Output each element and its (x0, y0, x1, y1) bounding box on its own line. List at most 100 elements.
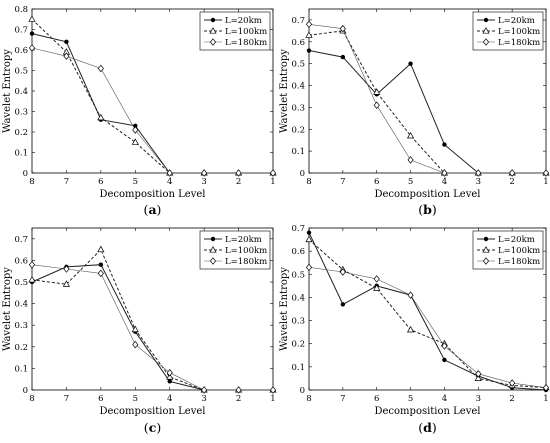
data-point (340, 302, 346, 307)
legend-label: L=180km (498, 38, 540, 48)
data-point (339, 268, 346, 276)
y-tick-label: 0.7 (291, 16, 305, 26)
y-axis-title: Wavelet Entropy (2, 49, 13, 133)
legend-label: L=20km (498, 235, 535, 245)
x-tick-label: 7 (64, 394, 69, 404)
data-point (442, 357, 447, 363)
y-axis-title: Wavelet Entropy (2, 267, 13, 351)
y-tick-label: 0.2 (291, 125, 305, 135)
panel-label: (b) (418, 202, 437, 217)
y-tick-label: 0.1 (291, 363, 305, 373)
data-point (542, 169, 550, 177)
data-point (166, 368, 173, 377)
y-tick-label: 0.5 (14, 278, 28, 288)
legend-marker (209, 257, 217, 265)
data-point (29, 31, 35, 36)
x-tick-label: 7 (64, 177, 69, 187)
legend-label: L=180km (225, 38, 267, 48)
chart-panel-a: 0 0.1 0.2 0.3 0.4 0.5 0.6 0.7 0.8 8 7 6 5 4 3 2 1 Decompo… (2, 5, 277, 217)
y-tick-label: 0.4 (14, 300, 28, 310)
legend-marker (482, 246, 490, 253)
x-tick-label: 6 (98, 177, 103, 187)
data-point (63, 52, 70, 60)
x-tick-label: 3 (201, 177, 206, 187)
data-point (373, 275, 380, 283)
x-tick-label: 5 (133, 394, 138, 404)
data-point (406, 131, 415, 139)
series-line-l-180km (308, 267, 547, 388)
data-point (441, 169, 448, 177)
chart-panel-d: 0 0.1 0.2 0.3 0.4 0.5 0.6 0.7 8 7 6 5 4 3 2 1 Decomposit… (279, 224, 550, 435)
legend-marker (482, 27, 490, 34)
legend-marker (209, 38, 217, 46)
panel-label: (c) (144, 420, 161, 435)
data-point (306, 48, 312, 53)
y-tick-label: 0 (300, 169, 305, 179)
series-line-l-180km (308, 24, 546, 174)
legend-label: L=180km (225, 257, 267, 267)
data-point (97, 64, 104, 73)
data-point (373, 88, 381, 95)
data-point (133, 123, 138, 129)
data-point (306, 230, 312, 235)
y-tick-label: 0.6 (291, 38, 305, 48)
data-point (63, 265, 70, 273)
legend-marker (209, 246, 217, 253)
data-point (474, 374, 482, 381)
x-tick-label: 4 (442, 394, 447, 404)
x-tick-label: 7 (340, 177, 345, 187)
x-tick-label: 4 (167, 394, 172, 404)
x-tick-label: 8 (29, 177, 34, 187)
legend-marker (209, 27, 217, 34)
data-point (305, 235, 313, 243)
x-tick-label: 6 (98, 394, 103, 404)
data-point (509, 169, 516, 177)
y-tick-label: 0.1 (14, 149, 28, 159)
data-point (509, 379, 516, 387)
x-tick-label: 7 (340, 394, 345, 404)
data-point (269, 169, 277, 177)
data-point (62, 280, 71, 287)
data-point (407, 291, 414, 299)
data-point (373, 101, 380, 109)
series-line-l-100km (308, 30, 546, 174)
chart-panel-c: 0 0.1 0.2 0.3 0.4 0.5 0.6 0.7 8 7 6 5 4 3 2 1 Decomposit… (2, 227, 277, 435)
data-point (406, 325, 415, 333)
y-tick-label: 0.1 (14, 364, 28, 374)
x-tick-label: 1 (270, 177, 275, 187)
data-point (97, 269, 104, 278)
chart-panel-b: 0 0.1 0.2 0.3 0.4 0.5 0.6 0.7 8 7 6 5 4 3 2 1 Decomposit… (279, 8, 550, 217)
legend-label: L=20km (225, 235, 262, 245)
legend-marker (483, 236, 489, 242)
x-tick-label: 5 (408, 177, 413, 187)
data-point (28, 275, 36, 283)
y-tick-label: 0.2 (14, 343, 28, 353)
series-line-l-20km (308, 232, 547, 391)
data-point (201, 169, 208, 177)
data-point (131, 138, 139, 145)
data-point (542, 383, 550, 392)
series-line-l-20km (308, 50, 546, 174)
y-tick-label: 0.3 (291, 317, 305, 327)
data-point (131, 325, 139, 333)
x-tick-label: 3 (476, 394, 481, 404)
x-axis-title: Decomposition Level (100, 189, 206, 200)
y-tick-label: 0.1 (291, 147, 305, 157)
plot-area-frame (308, 227, 547, 391)
legend-label: L=100km (225, 246, 267, 256)
x-tick-label: 8 (306, 177, 311, 187)
legend-marker (482, 38, 490, 46)
x-tick-label: 5 (408, 394, 413, 404)
series-line-l-180km (31, 47, 273, 174)
data-point (408, 61, 413, 66)
y-tick-label: 0.3 (291, 103, 305, 113)
x-tick-label: 6 (374, 394, 379, 404)
data-point (269, 386, 277, 394)
series-line-l-100km (308, 239, 547, 389)
legend-marker (482, 257, 490, 265)
y-tick-label: 0 (300, 386, 305, 396)
data-point (441, 342, 448, 350)
x-tick-label: 8 (29, 394, 34, 404)
legend-label: L=100km (498, 246, 540, 256)
